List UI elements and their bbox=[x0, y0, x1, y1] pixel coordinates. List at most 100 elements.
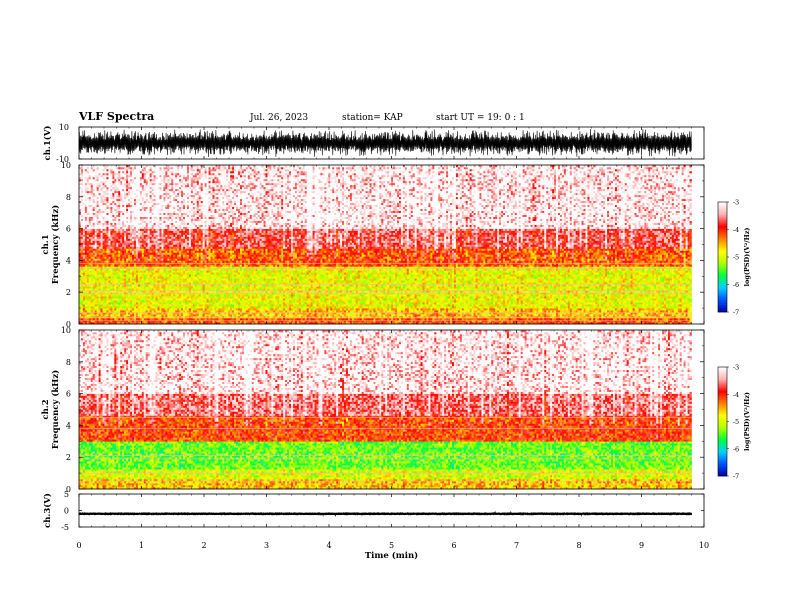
psd-cell bbox=[191, 191, 193, 193]
psd-cell bbox=[93, 300, 95, 302]
psd-cell bbox=[124, 310, 126, 312]
psd-cell bbox=[106, 248, 108, 250]
psd-cell bbox=[152, 286, 154, 288]
psd-cell bbox=[181, 250, 183, 252]
psd-cell bbox=[197, 252, 199, 254]
psd-cell bbox=[91, 181, 93, 183]
psd-cell bbox=[189, 296, 191, 298]
psd-cell bbox=[146, 185, 148, 187]
psd-cell bbox=[105, 169, 107, 171]
psd-cell bbox=[173, 209, 175, 211]
psd-cell bbox=[158, 201, 160, 203]
psd-cell bbox=[134, 252, 136, 254]
psd-cell bbox=[189, 310, 191, 312]
psd-cell bbox=[152, 167, 154, 169]
psd-cell bbox=[126, 318, 128, 320]
psd-cell bbox=[99, 237, 101, 239]
psd-cell bbox=[87, 231, 89, 233]
psd-cell bbox=[189, 314, 191, 316]
psd-cell bbox=[118, 286, 120, 288]
psd-cell bbox=[163, 296, 165, 298]
psd-cell bbox=[128, 292, 130, 294]
psd-cell bbox=[173, 306, 175, 308]
psd-cell bbox=[83, 199, 85, 201]
psd-cell bbox=[193, 246, 195, 248]
psd-cell bbox=[91, 306, 93, 308]
psd-cell bbox=[175, 239, 177, 241]
psd-cell bbox=[171, 288, 173, 290]
psd-cell bbox=[173, 310, 175, 312]
psd-cell bbox=[114, 245, 116, 247]
psd-cell bbox=[183, 258, 185, 260]
psd-cell bbox=[81, 256, 83, 258]
psd-cell bbox=[134, 203, 136, 205]
psd-cell bbox=[108, 304, 110, 306]
psd-cell bbox=[187, 217, 189, 219]
psd-cell bbox=[189, 223, 191, 225]
psd-cell bbox=[177, 278, 179, 280]
psd-cell bbox=[118, 233, 120, 235]
psd-cell bbox=[171, 243, 173, 245]
psd-cell bbox=[193, 215, 195, 217]
psd-cell bbox=[177, 318, 179, 320]
psd-cell bbox=[148, 207, 150, 209]
psd-cell bbox=[183, 191, 185, 193]
psd-cell bbox=[105, 177, 107, 179]
psd-cell bbox=[136, 250, 138, 252]
psd-cell bbox=[101, 248, 103, 250]
psd-cell bbox=[165, 175, 167, 177]
psd-cell bbox=[161, 189, 163, 191]
psd-cell bbox=[108, 187, 110, 189]
psd-cell bbox=[93, 245, 95, 247]
psd-cell bbox=[158, 278, 160, 280]
psd-cell bbox=[105, 270, 107, 272]
psd-cell bbox=[142, 296, 144, 298]
psd-cell bbox=[118, 167, 120, 169]
psd-cell bbox=[126, 217, 128, 219]
psd-cell bbox=[144, 213, 146, 215]
psd-cell bbox=[105, 241, 107, 243]
psd-cell bbox=[154, 239, 156, 241]
psd-cell bbox=[158, 264, 160, 266]
psd-cell bbox=[114, 221, 116, 223]
psd-cell bbox=[148, 246, 150, 248]
psd-cell bbox=[191, 169, 193, 171]
psd-cell bbox=[103, 191, 105, 193]
psd-cell bbox=[165, 310, 167, 312]
psd-cell bbox=[179, 175, 181, 177]
psd-cell bbox=[108, 302, 110, 304]
psd-cell bbox=[101, 302, 103, 304]
psd-cell bbox=[138, 209, 140, 211]
psd-cell bbox=[154, 235, 156, 237]
psd-cell bbox=[177, 248, 179, 250]
psd-cell bbox=[165, 195, 167, 197]
psd-cell bbox=[158, 241, 160, 243]
psd-cell bbox=[81, 314, 83, 316]
psd-cell bbox=[105, 246, 107, 248]
psd-cell bbox=[134, 235, 136, 237]
psd-cell bbox=[130, 177, 132, 179]
psd-cell bbox=[156, 258, 158, 260]
psd-cell bbox=[154, 296, 156, 298]
psd-cell bbox=[150, 258, 152, 260]
psd-cell bbox=[128, 316, 130, 318]
psd-cell bbox=[85, 235, 87, 237]
psd-cell bbox=[116, 185, 118, 187]
psd-cell bbox=[185, 288, 187, 290]
psd-cell bbox=[93, 314, 95, 316]
psd-cell bbox=[93, 304, 95, 306]
psd-cell bbox=[128, 177, 130, 179]
psd-cell bbox=[197, 183, 199, 185]
psd-cell bbox=[152, 209, 154, 211]
psd-cell bbox=[181, 272, 183, 274]
psd-cell bbox=[112, 183, 114, 185]
psd-cell bbox=[175, 276, 177, 278]
psd-cell bbox=[193, 260, 195, 262]
psd-cell bbox=[136, 274, 138, 276]
psd-cell bbox=[110, 274, 112, 276]
psd-cell bbox=[132, 264, 134, 266]
psd-cell bbox=[83, 187, 85, 189]
psd-cell bbox=[118, 264, 120, 266]
psd-cell bbox=[128, 175, 130, 177]
psd-cell bbox=[165, 207, 167, 209]
